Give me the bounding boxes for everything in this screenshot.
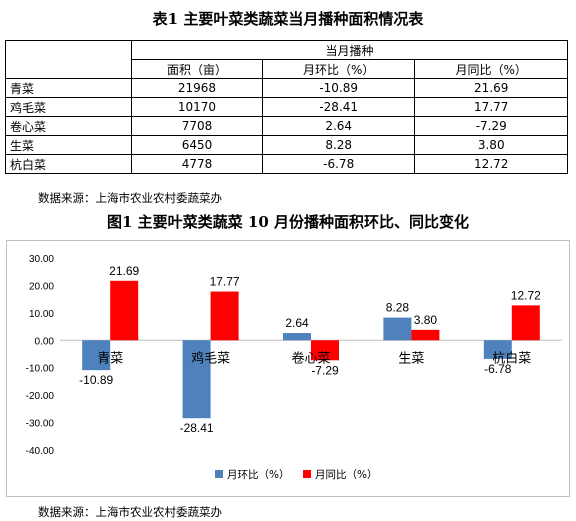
legend-label-yoy: 月同比（%）	[315, 468, 377, 481]
y-tick-label: -10.00	[26, 364, 55, 375]
legend-swatch-yoy	[303, 470, 311, 478]
table-row: 生菜 6450 8.28 3.80	[5, 135, 568, 155]
mom-data-label: -6.78	[484, 362, 512, 376]
mom-data-label: 8.28	[386, 301, 410, 315]
mom-data-label: 2.64	[285, 316, 309, 330]
yoy-bar	[110, 280, 139, 341]
row-name: 卷心菜	[5, 116, 132, 136]
yoy-data-label: 12.72	[511, 288, 541, 302]
legend-swatch-mom	[215, 470, 223, 478]
yoy-bar	[411, 329, 440, 341]
mom-bar	[182, 340, 211, 419]
yoy-bar	[511, 305, 540, 341]
y-tick-label: -30.00	[26, 419, 55, 430]
yoy-data-label: 17.77	[210, 275, 240, 289]
row-area: 10170	[131, 97, 263, 117]
y-tick-label: -20.00	[26, 391, 55, 402]
yoy-data-label: -7.29	[311, 363, 339, 377]
category-label: 青菜	[97, 351, 123, 366]
row-name: 杭白菜	[5, 154, 132, 174]
chart-frame	[6, 240, 570, 497]
chart-title: 图1 主要叶菜类蔬菜 10 月份播种面积环比、同比变化	[107, 213, 469, 231]
table-source-note: 数据来源：上海市农业农村委蔬菜办	[38, 191, 222, 205]
row-area: 7708	[131, 116, 263, 136]
category-label: 杭白菜	[492, 350, 531, 366]
yoy-data-label: 3.80	[414, 313, 438, 327]
yoy-data-label: 21.69	[109, 264, 139, 278]
y-tick-label: -40.00	[26, 446, 55, 457]
mom-data-label: -28.41	[180, 421, 214, 435]
row-area: 4778	[131, 154, 263, 174]
row-mom: -6.78	[261, 154, 416, 174]
corner-header	[5, 40, 132, 79]
table-row: 鸡毛菜 10170 -28.41 17.77	[5, 97, 568, 117]
legend-label-mom: 月环比（%）	[227, 468, 289, 481]
planting-area-table: 当月播种 面积（亩） 月环比（%） 月同比（%） 青菜 21968 -10.89…	[5, 40, 568, 174]
yoy-bar	[311, 340, 339, 361]
chart-source-note: 数据来源：上海市农业农村委蔬菜办	[38, 505, 222, 519]
yoy-bar	[210, 291, 239, 341]
column-header-yoy: 月同比（%）	[414, 59, 568, 79]
row-name: 鸡毛菜	[5, 97, 132, 117]
mom-bar	[383, 317, 412, 341]
y-tick-label: 20.00	[29, 281, 54, 292]
y-tick-label: 10.00	[29, 309, 54, 320]
mom-data-label: -10.89	[79, 373, 113, 387]
y-tick-label: 0.00	[35, 336, 55, 347]
category-label: 卷心菜	[291, 350, 330, 366]
mom-bar	[483, 340, 512, 359]
mom-bar	[82, 340, 111, 371]
mom-bar	[283, 333, 311, 341]
row-yoy: 12.72	[414, 154, 568, 174]
table-row: 杭白菜 4778 -6.78 12.72	[5, 154, 568, 174]
table-title: 表1 主要叶菜类蔬菜当月播种面积情况表	[152, 10, 424, 28]
category-label: 生菜	[398, 351, 424, 366]
category-label: 鸡毛菜	[191, 350, 230, 366]
y-tick-label: 30.00	[29, 254, 54, 265]
column-header-area: 面积（亩）	[131, 59, 263, 79]
